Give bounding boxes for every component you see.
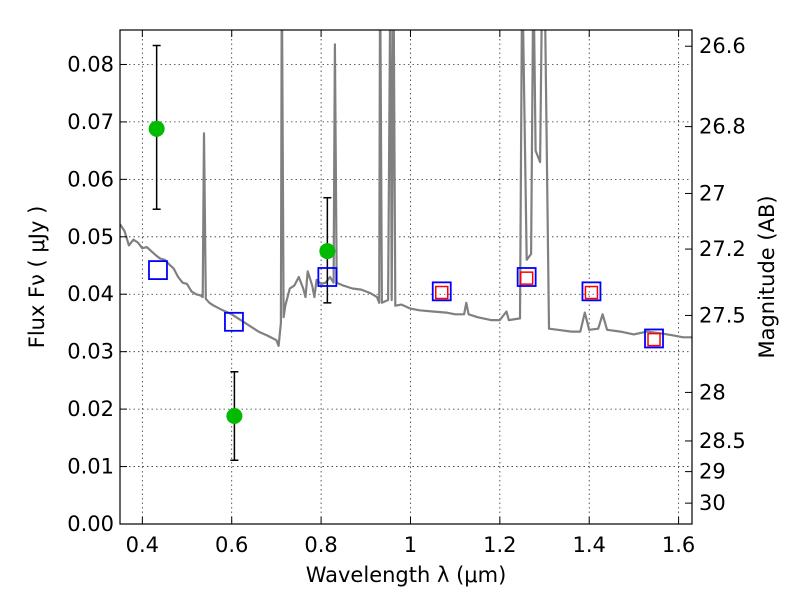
y-tick-label: 0.05 xyxy=(67,225,114,249)
model-square-point xyxy=(224,311,244,332)
right-tick-label: 28.5 xyxy=(699,429,746,453)
right-tick-label: 28 xyxy=(699,380,726,404)
right-tick-label: 27.2 xyxy=(699,237,746,261)
x-tick-label: 1.6 xyxy=(662,533,695,557)
model-square-point xyxy=(581,281,602,302)
y-tick-label: 0.06 xyxy=(67,167,114,191)
small-square-point xyxy=(647,332,661,347)
observed-point xyxy=(319,243,336,260)
model-square-point xyxy=(516,267,537,287)
small-square-point xyxy=(435,285,449,300)
y-tick-label: 0.01 xyxy=(67,455,114,479)
y-tick-label: 0.02 xyxy=(67,397,114,421)
y-axis-label-left: Flux Fν ( μJy ) xyxy=(25,206,49,349)
y-tick-label: 0.07 xyxy=(67,110,114,134)
x-axis-label: Wavelength λ (μm) xyxy=(306,563,507,587)
model-square-point xyxy=(431,281,452,302)
plot-area xyxy=(120,30,692,461)
right-tick-label: 26.8 xyxy=(699,115,746,139)
x-tick-label: 0.6 xyxy=(215,533,248,557)
right-tick-label: 29 xyxy=(699,460,726,484)
small-square-point xyxy=(584,285,599,300)
x-tick-label: 1.2 xyxy=(483,533,516,557)
plot-frame xyxy=(119,29,693,525)
right-tick-label: 26.6 xyxy=(699,34,746,58)
y-axis-right: 26.6 26.8 27 27.2 27.5 28 28.5 29 30 xyxy=(685,34,746,515)
right-tick-label: 30 xyxy=(699,491,726,515)
model-square-point xyxy=(644,328,664,349)
observed-point xyxy=(148,120,165,137)
y-tick-label: 0.04 xyxy=(67,282,114,306)
right-tick-label: 27 xyxy=(699,181,726,205)
y-axis-label-right: Magnitude (AB) xyxy=(755,195,779,358)
x-tick-label: 1.4 xyxy=(573,533,606,557)
model-spectrum-line xyxy=(120,30,692,347)
y-tick-label: 0.08 xyxy=(67,52,114,76)
x-axis: 0.4 0.6 0.8 1 1.2 1.4 1.6 xyxy=(126,30,695,557)
y-tick-label: 0.03 xyxy=(67,340,114,364)
model-square-point xyxy=(148,260,168,281)
y-tick-label: 0.00 xyxy=(67,512,114,536)
x-tick-label: 0.8 xyxy=(304,533,337,557)
y-axis-left: 0.00 0.01 0.02 0.03 0.04 0.05 0.06 0.07 0.08 xyxy=(67,52,127,536)
x-tick-label: 0.4 xyxy=(126,533,159,557)
small-square-point xyxy=(519,271,534,285)
model-square-point xyxy=(317,267,338,287)
observed-point xyxy=(226,408,243,425)
right-tick-label: 27.5 xyxy=(699,303,746,327)
x-tick-label: 1 xyxy=(404,533,417,557)
